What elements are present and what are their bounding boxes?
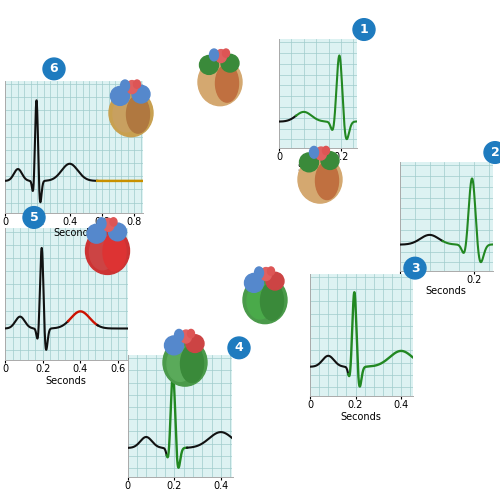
- X-axis label: Seconds: Seconds: [46, 376, 86, 386]
- Text: 4: 4: [234, 341, 244, 354]
- X-axis label: Seconds: Seconds: [341, 412, 382, 422]
- Text: 1: 1: [360, 23, 368, 36]
- Text: 2: 2: [490, 146, 500, 159]
- Text: 6: 6: [50, 62, 58, 75]
- Text: 5: 5: [30, 211, 38, 224]
- Text: 3: 3: [410, 262, 420, 275]
- X-axis label: Seconds: Seconds: [298, 163, 338, 173]
- X-axis label: Seconds: Seconds: [426, 286, 467, 296]
- X-axis label: Seconds: Seconds: [54, 228, 94, 238]
